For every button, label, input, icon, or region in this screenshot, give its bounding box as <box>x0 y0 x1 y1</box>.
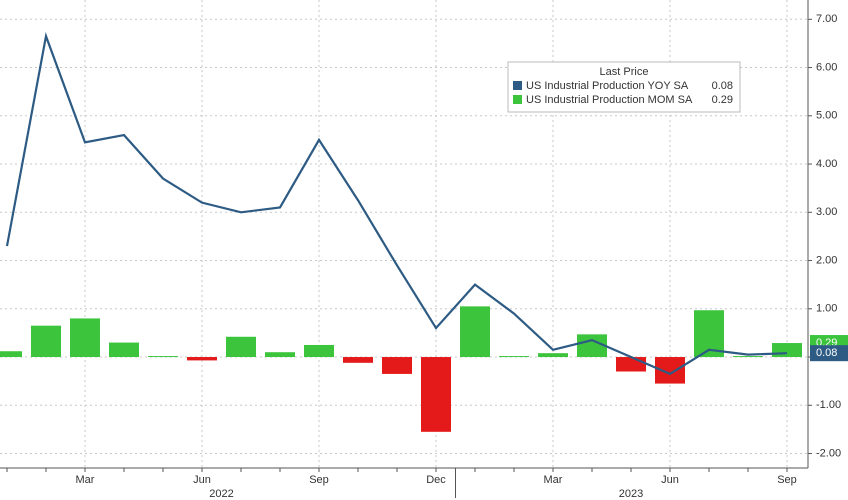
bar <box>343 357 373 363</box>
bar <box>109 342 139 358</box>
x-tick-label: Dec <box>426 474 446 486</box>
legend-title: Last Price <box>600 66 649 78</box>
year-label: 2023 <box>619 488 643 500</box>
bar <box>226 336 256 358</box>
bar <box>772 343 802 358</box>
bar <box>460 306 490 358</box>
y-tick-label: 1.00 <box>816 303 837 315</box>
bar <box>421 357 451 432</box>
year-label: 2022 <box>209 488 233 500</box>
bar <box>148 356 178 358</box>
bar <box>265 352 295 358</box>
legend-box <box>507 61 741 113</box>
bar <box>499 356 529 358</box>
x-tick-label: Jun <box>193 474 211 486</box>
y-tick-label: 3.00 <box>816 206 837 218</box>
x-tick-label: Jun <box>661 474 679 486</box>
line <box>5 32 788 376</box>
bar <box>733 356 763 358</box>
y-tick-label: -2.00 <box>816 447 841 459</box>
bar <box>31 325 61 358</box>
legend-value: 0.08 <box>712 80 733 92</box>
last-value-label: 0.08 <box>816 347 837 359</box>
y-tick-label: 4.00 <box>816 158 837 170</box>
x-tick-label: Mar <box>76 474 95 486</box>
legend-label: US Industrial Production YOY SA <box>526 80 689 92</box>
y-tick-label: 7.00 <box>816 13 837 25</box>
x-tick-label: Sep <box>777 474 797 486</box>
legend-label: US Industrial Production MOM SA <box>526 94 693 106</box>
y-tick-label: 2.00 <box>816 254 837 266</box>
bar <box>616 357 646 372</box>
legend-swatch <box>513 95 522 104</box>
bar <box>577 334 607 358</box>
bar <box>70 318 100 358</box>
bar <box>0 351 22 358</box>
x-tick-label: Mar <box>544 474 563 486</box>
legend-swatch <box>513 81 522 90</box>
y-tick-label: 5.00 <box>816 110 837 122</box>
bar <box>187 357 217 361</box>
bar <box>538 353 568 358</box>
bar <box>382 357 412 374</box>
bar <box>304 344 334 358</box>
legend: Last Price US Industrial Production YOY S… <box>507 61 741 113</box>
legend-value: 0.29 <box>712 94 733 106</box>
y-tick-label: -1.00 <box>816 399 841 411</box>
last-value-tag <box>810 345 848 362</box>
x-tick-label: Sep <box>309 474 329 486</box>
y-tick-label: 6.00 <box>816 61 837 73</box>
